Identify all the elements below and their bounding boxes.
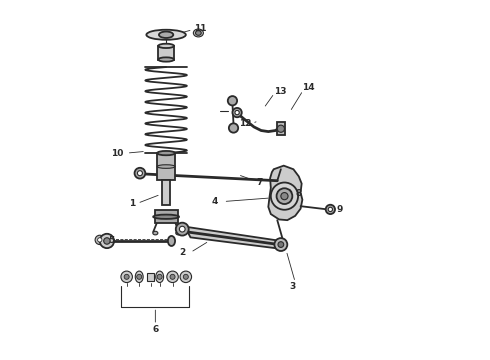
Ellipse shape: [157, 151, 175, 155]
Circle shape: [281, 193, 288, 200]
Circle shape: [137, 274, 142, 279]
Circle shape: [104, 238, 110, 244]
Circle shape: [180, 271, 192, 283]
Bar: [162, 180, 171, 205]
Text: 2: 2: [179, 248, 185, 257]
Circle shape: [235, 111, 239, 115]
Circle shape: [229, 123, 238, 133]
Bar: [276, 122, 285, 135]
Ellipse shape: [194, 29, 203, 37]
Ellipse shape: [158, 44, 174, 48]
Circle shape: [137, 171, 143, 176]
Text: 12: 12: [240, 119, 252, 128]
Circle shape: [121, 271, 132, 283]
Text: 4: 4: [211, 197, 218, 206]
Circle shape: [179, 226, 185, 232]
Circle shape: [274, 238, 287, 251]
Circle shape: [98, 238, 102, 242]
Circle shape: [326, 205, 335, 214]
Bar: [157, 153, 175, 180]
Circle shape: [100, 234, 114, 248]
Text: 11: 11: [194, 24, 206, 33]
Ellipse shape: [158, 57, 174, 62]
Circle shape: [124, 274, 129, 279]
Circle shape: [176, 223, 189, 235]
Bar: [155, 211, 177, 223]
Circle shape: [228, 96, 237, 105]
Ellipse shape: [176, 231, 181, 235]
Ellipse shape: [168, 236, 175, 246]
Text: 13: 13: [274, 86, 286, 95]
Ellipse shape: [159, 32, 173, 38]
Circle shape: [95, 235, 104, 244]
Ellipse shape: [135, 271, 143, 283]
Circle shape: [278, 242, 284, 247]
Circle shape: [328, 207, 333, 212]
Bar: [147, 273, 154, 281]
Ellipse shape: [196, 31, 201, 35]
Circle shape: [135, 168, 146, 179]
Polygon shape: [185, 226, 281, 249]
Text: 7: 7: [257, 178, 263, 187]
Circle shape: [276, 188, 293, 204]
Ellipse shape: [157, 165, 175, 168]
Ellipse shape: [153, 231, 158, 235]
Text: 5: 5: [108, 237, 115, 246]
Polygon shape: [269, 166, 302, 220]
Circle shape: [183, 274, 188, 279]
Circle shape: [271, 183, 298, 210]
Bar: [158, 46, 174, 59]
Ellipse shape: [147, 30, 186, 40]
Text: 6: 6: [152, 325, 158, 334]
Text: 8: 8: [295, 189, 302, 198]
Circle shape: [167, 271, 178, 283]
Text: 3: 3: [289, 282, 295, 291]
Text: 10: 10: [111, 149, 123, 158]
Text: 1: 1: [129, 199, 135, 208]
Circle shape: [277, 125, 285, 132]
Text: 9: 9: [337, 205, 343, 214]
Ellipse shape: [156, 271, 164, 283]
Text: 14: 14: [302, 83, 315, 92]
Circle shape: [232, 108, 242, 117]
Circle shape: [170, 274, 175, 279]
Circle shape: [157, 274, 162, 279]
Ellipse shape: [153, 215, 179, 219]
